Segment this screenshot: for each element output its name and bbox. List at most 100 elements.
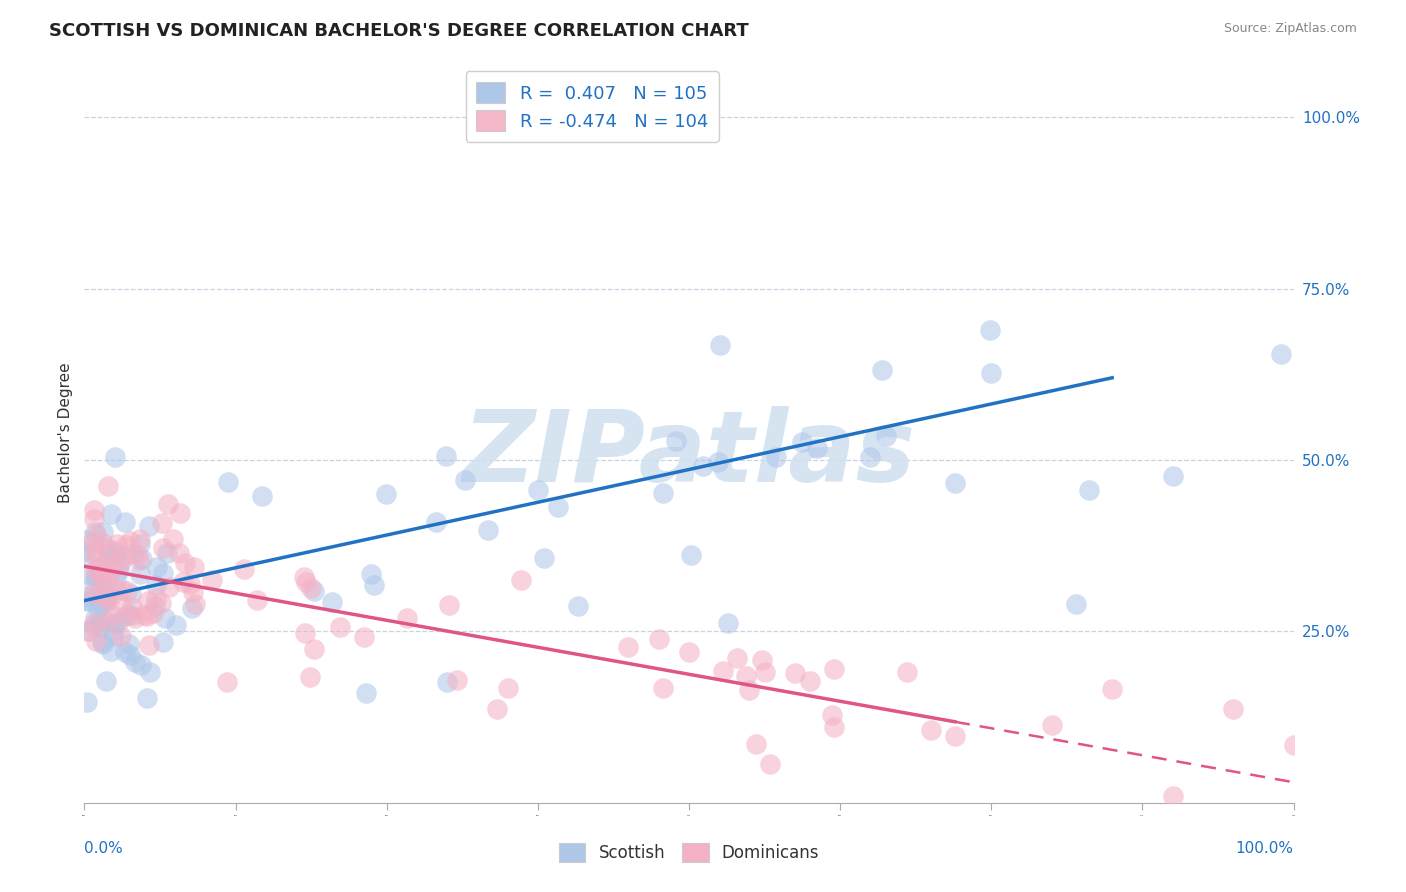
Point: [96, 592, 118, 607]
Point: [790, 434, 813, 449]
Point: [751, 653, 773, 667]
Point: [129, 657, 152, 672]
Point: [353, 631, 375, 645]
Point: [135, 609, 157, 624]
Point: [104, 450, 127, 464]
Point: [115, 538, 138, 552]
Point: [152, 634, 174, 648]
Point: [1270, 347, 1292, 361]
Point: [477, 523, 499, 537]
Point: [103, 624, 125, 638]
Point: [652, 485, 675, 500]
Point: [299, 581, 322, 595]
Point: [84, 611, 107, 625]
Point: [717, 615, 740, 630]
Point: [153, 611, 176, 625]
Point: [97, 479, 120, 493]
Point: [859, 450, 882, 464]
Point: [145, 578, 167, 592]
Point: [111, 549, 134, 564]
Point: [93, 593, 115, 607]
Point: [77, 624, 100, 639]
Point: [183, 560, 205, 574]
Point: [1101, 682, 1123, 697]
Point: [172, 574, 194, 589]
Point: [157, 580, 180, 594]
Point: [979, 323, 1001, 337]
Point: [129, 567, 152, 582]
Point: [146, 560, 169, 574]
Point: [1064, 597, 1087, 611]
Point: [120, 587, 142, 601]
Point: [104, 616, 127, 631]
Point: [425, 515, 447, 529]
Point: [149, 596, 172, 610]
Point: [181, 584, 204, 599]
Point: [709, 338, 731, 352]
Point: [152, 516, 174, 531]
Point: [83, 575, 105, 590]
Point: [76, 533, 98, 548]
Point: [108, 557, 131, 571]
Point: [294, 626, 316, 640]
Point: [436, 675, 458, 690]
Point: [103, 607, 125, 622]
Point: [823, 662, 845, 676]
Point: [360, 566, 382, 581]
Point: [980, 366, 1002, 380]
Point: [129, 532, 152, 546]
Point: [527, 483, 550, 497]
Point: [783, 666, 806, 681]
Point: [681, 548, 703, 562]
Point: [83, 619, 105, 633]
Point: [89, 615, 111, 629]
Point: [96, 586, 118, 600]
Point: [183, 597, 205, 611]
Point: [439, 598, 461, 612]
Point: [152, 566, 174, 581]
Point: [79, 568, 101, 582]
Point: [104, 582, 127, 597]
Point: [302, 584, 325, 599]
Point: [94, 598, 117, 612]
Point: [173, 556, 195, 570]
Point: [155, 546, 177, 560]
Point: [1161, 469, 1184, 483]
Point: [132, 607, 155, 622]
Point: [96, 546, 118, 560]
Point: [734, 669, 756, 683]
Point: [96, 542, 118, 557]
Point: [105, 537, 128, 551]
Point: [738, 683, 761, 698]
Point: [94, 575, 117, 590]
Point: [96, 673, 118, 688]
Point: [90, 597, 112, 611]
Text: 0.0%: 0.0%: [84, 840, 124, 855]
Point: [1282, 738, 1305, 752]
Legend: Scottish, Dominicans: Scottish, Dominicans: [553, 836, 825, 869]
Point: [103, 629, 125, 643]
Point: [83, 503, 105, 517]
Point: [138, 518, 160, 533]
Point: [156, 498, 179, 512]
Point: [799, 674, 821, 689]
Point: [396, 611, 419, 625]
Point: [110, 629, 132, 643]
Point: [765, 450, 787, 464]
Point: [114, 515, 136, 529]
Y-axis label: Bachelor's Degree: Bachelor's Degree: [58, 362, 73, 503]
Point: [121, 607, 143, 622]
Point: [138, 593, 160, 607]
Point: [711, 664, 734, 678]
Point: [82, 535, 104, 549]
Point: [875, 428, 897, 442]
Point: [1078, 483, 1101, 497]
Point: [83, 563, 105, 577]
Point: [725, 651, 748, 665]
Point: [128, 553, 150, 567]
Point: [665, 434, 688, 448]
Point: [94, 590, 117, 604]
Point: [165, 618, 187, 632]
Point: [118, 648, 141, 663]
Point: [104, 573, 127, 587]
